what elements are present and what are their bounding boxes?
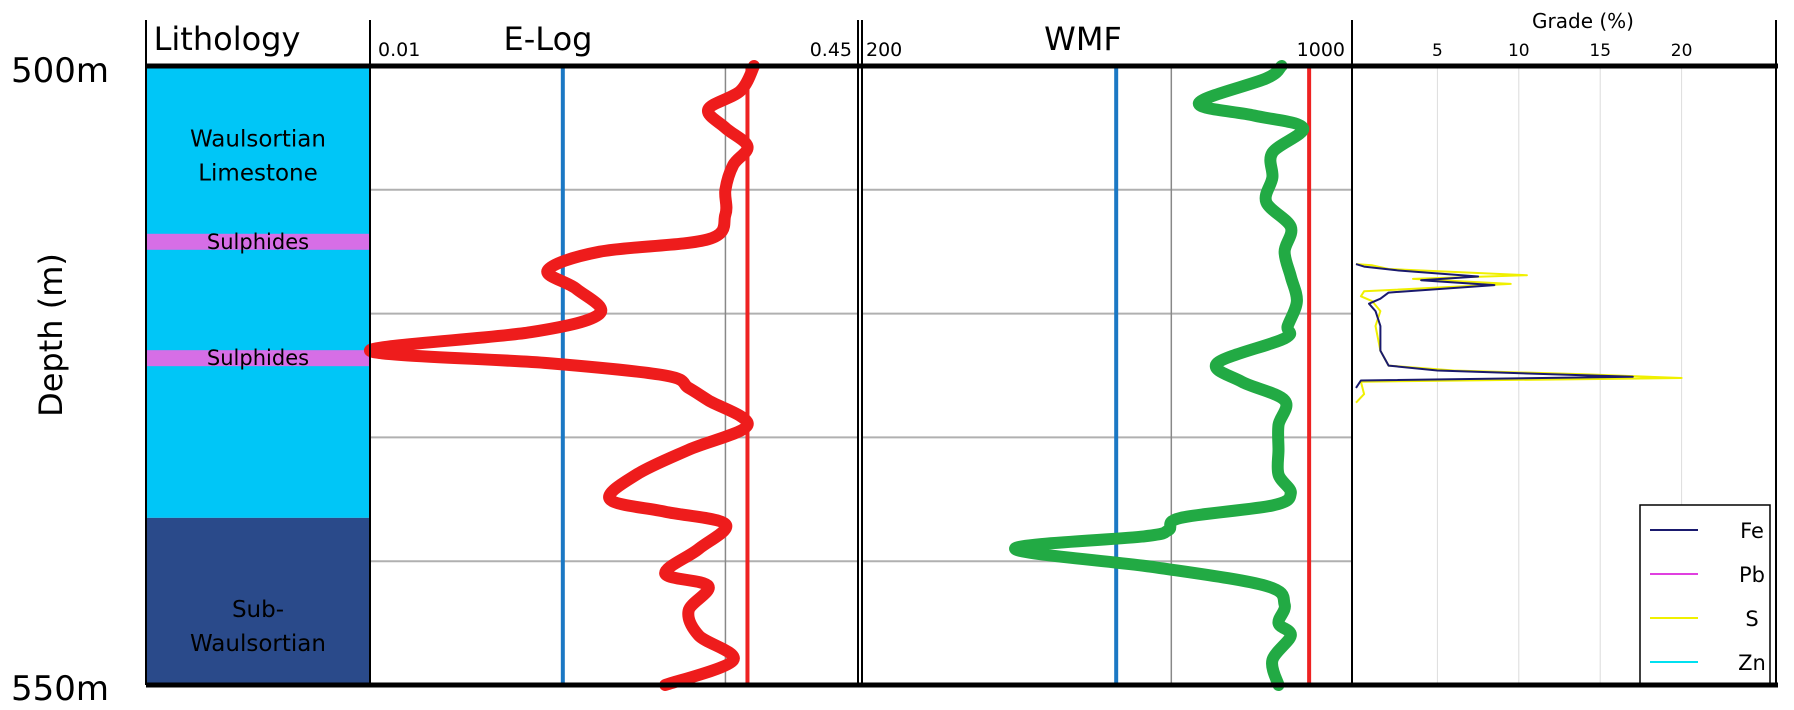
lith-label-1-1: Waulsortian [190, 631, 326, 657]
sulphide-label-0: Sulphides [207, 230, 309, 254]
legend-label-S: S [1745, 607, 1758, 631]
wmf-max-label: 1000 [1297, 39, 1345, 61]
depth-axis: 500m 550m Depth (m) [11, 51, 109, 709]
sulphide-label-1: Sulphides [207, 346, 309, 370]
elog-panel: E-Log 0.01 0.45 [363, 20, 858, 691]
grade-tick-label-1: 10 [1508, 41, 1530, 61]
grade-series-Fe [1355, 263, 1634, 389]
legend-label-Pb: Pb [1739, 563, 1765, 587]
wmf-curve-0 [1009, 60, 1309, 691]
sulphide-band-1 [146, 350, 370, 367]
elog-header: E-Log [504, 20, 593, 58]
legend-label-Zn: Zn [1738, 651, 1766, 675]
grade-panel: Grade (%) 5 10 15 20 Fe Pb S Zn [1355, 9, 1771, 686]
frame [145, 20, 1778, 688]
grade-series-S [1355, 263, 1683, 404]
grade-tick-label-0: 5 [1432, 41, 1443, 61]
lith-label-0-0: Waulsortian [190, 126, 326, 152]
elog-curve-0 [363, 60, 760, 691]
lithology-header: Lithology [154, 20, 301, 58]
wmf-min-label: 200 [866, 39, 902, 61]
elog-min-label: 0.01 [378, 39, 420, 61]
grade-tick-label-2: 15 [1589, 41, 1611, 61]
lith-unit-1 [146, 517, 370, 685]
elog-max-label: 0.45 [810, 39, 852, 61]
depth-bottom-label: 550m [11, 669, 109, 709]
grade-legend-box [1639, 504, 1771, 686]
lith-unit-0 [146, 66, 370, 518]
lithology-panel: Lithology Sulphides Sulphides Waulsortian L… [146, 20, 370, 685]
grade-header: Grade (%) [1532, 9, 1634, 33]
grade-tick-label-3: 20 [1671, 41, 1693, 61]
legend-label-Fe: Fe [1740, 519, 1764, 543]
sulphide-band-0 [146, 233, 370, 250]
lith-label-1-0: Sub- [232, 597, 284, 623]
wmf-header: WMF [1044, 20, 1122, 58]
wmf-panel: WMF 200 1000 [862, 20, 1352, 691]
depth-axis-title: Depth (m) [32, 253, 70, 417]
lith-label-0-1: Limestone [198, 160, 318, 186]
depth-top-label: 500m [11, 51, 109, 91]
